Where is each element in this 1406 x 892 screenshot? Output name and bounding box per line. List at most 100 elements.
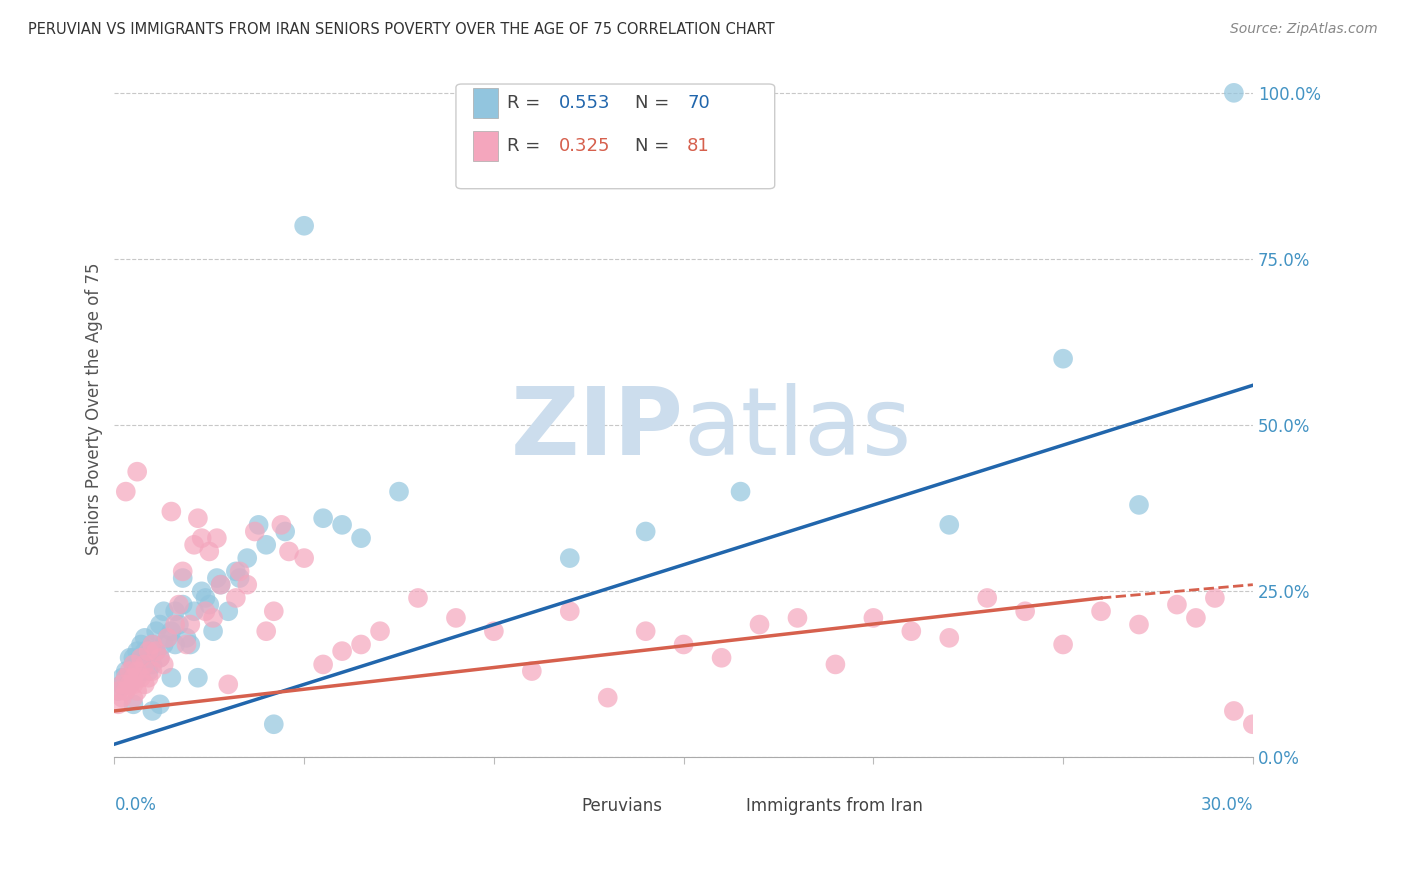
Point: [330, 517, 353, 532]
Point: [149, 617, 172, 632]
Point: [134, 677, 156, 691]
Point: [134, 657, 156, 672]
Point: [312, 657, 335, 672]
Point: [145, 644, 167, 658]
Point: [900, 624, 922, 639]
Point: [114, 671, 136, 685]
Point: [236, 577, 259, 591]
Point: [160, 504, 183, 518]
Point: [228, 565, 250, 579]
Point: [114, 664, 136, 678]
FancyBboxPatch shape: [711, 797, 737, 814]
Point: [165, 638, 187, 652]
Point: [368, 624, 391, 639]
Point: [122, 650, 145, 665]
Point: [330, 644, 353, 658]
Text: R =: R =: [508, 94, 546, 112]
Point: [152, 604, 174, 618]
Point: [228, 571, 250, 585]
Point: [183, 538, 205, 552]
Point: [217, 604, 239, 618]
Point: [138, 644, 160, 658]
Point: [127, 644, 149, 658]
Point: [160, 671, 183, 685]
Point: [187, 671, 209, 685]
Point: [243, 524, 266, 539]
Point: [672, 638, 695, 652]
Point: [634, 624, 657, 639]
Text: 81: 81: [688, 137, 710, 155]
Point: [350, 531, 373, 545]
Point: [634, 524, 657, 539]
Point: [107, 698, 129, 712]
Point: [198, 544, 221, 558]
Point: [1223, 86, 1246, 100]
Point: [350, 638, 373, 652]
Y-axis label: Seniors Poverty Over the Age of 75: Seniors Poverty Over the Age of 75: [86, 262, 103, 555]
Point: [786, 611, 808, 625]
Point: [558, 604, 581, 618]
Point: [1052, 638, 1074, 652]
Point: [254, 538, 277, 552]
Point: [141, 704, 163, 718]
Point: [122, 698, 145, 712]
Point: [444, 611, 467, 625]
Point: [167, 598, 190, 612]
Point: [190, 531, 212, 545]
Point: [1128, 617, 1150, 632]
Point: [1241, 717, 1264, 731]
Text: 0.0%: 0.0%: [114, 796, 156, 814]
Point: [217, 677, 239, 691]
Point: [114, 684, 136, 698]
Point: [134, 644, 156, 658]
Point: [1090, 604, 1112, 618]
Point: [254, 624, 277, 639]
Point: [114, 484, 136, 499]
Point: [111, 677, 134, 691]
Text: Peruvians: Peruvians: [581, 797, 662, 815]
Point: [122, 657, 145, 672]
Point: [225, 591, 247, 605]
Point: [730, 484, 752, 499]
Point: [122, 671, 145, 685]
Point: [406, 591, 429, 605]
Point: [292, 551, 315, 566]
Point: [263, 604, 285, 618]
Point: [145, 624, 167, 639]
Text: N =: N =: [634, 94, 669, 112]
Point: [862, 611, 884, 625]
Text: atlas: atlas: [683, 384, 912, 475]
Point: [165, 617, 187, 632]
Point: [202, 624, 225, 639]
Point: [118, 650, 141, 665]
Point: [278, 544, 301, 558]
Point: [292, 219, 315, 233]
Point: [976, 591, 998, 605]
Point: [202, 611, 225, 625]
Point: [312, 511, 335, 525]
FancyBboxPatch shape: [472, 88, 498, 118]
Point: [172, 598, 194, 612]
Point: [176, 638, 198, 652]
Point: [156, 631, 179, 645]
Point: [209, 577, 232, 591]
Point: [596, 690, 619, 705]
Point: [270, 517, 292, 532]
Point: [134, 631, 156, 645]
Point: [263, 717, 285, 731]
Point: [129, 664, 152, 678]
Point: [129, 671, 152, 685]
Point: [107, 684, 129, 698]
Point: [205, 531, 228, 545]
Point: [141, 657, 163, 672]
Point: [1185, 611, 1208, 625]
Point: [558, 551, 581, 566]
Text: ZIP: ZIP: [510, 384, 683, 475]
Point: [520, 664, 543, 678]
Point: [152, 657, 174, 672]
Point: [209, 577, 232, 591]
Point: [1223, 704, 1246, 718]
Text: R =: R =: [508, 137, 546, 155]
Point: [1166, 598, 1188, 612]
Point: [129, 650, 152, 665]
